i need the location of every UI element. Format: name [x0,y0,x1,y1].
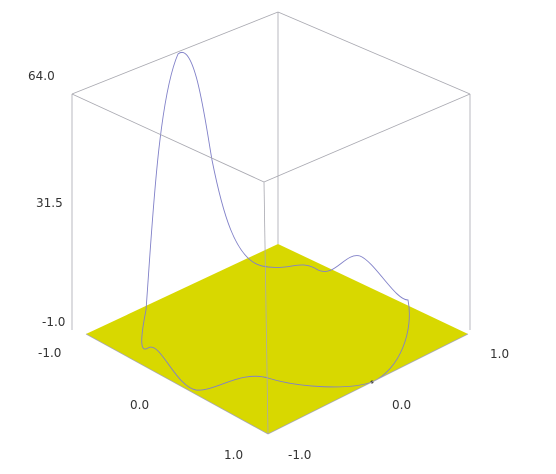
box-edge [263,181,269,435]
box-edge [277,11,471,95]
box-edge [71,93,265,183]
x-tick-label: -1.0 [38,346,61,360]
y-tick-label: 0.0 [392,398,411,412]
box-edge [71,11,279,95]
x-tick-label: 0.0 [130,398,149,412]
z-tick-label: 31.5 [36,196,63,210]
box-edge [267,333,469,435]
x-tick-label: 1.0 [224,448,243,462]
z-tick-label: 64.0 [28,69,55,83]
z-tick-label: -1.0 [42,315,65,329]
y-tick-label: 1.0 [490,347,509,361]
box-edge [263,93,471,183]
data-curve [141,51,410,391]
plot-box-edges [71,11,471,435]
reference-plane [86,244,468,434]
box-edge [85,333,269,435]
y-tick-label: -1.0 [288,448,311,462]
